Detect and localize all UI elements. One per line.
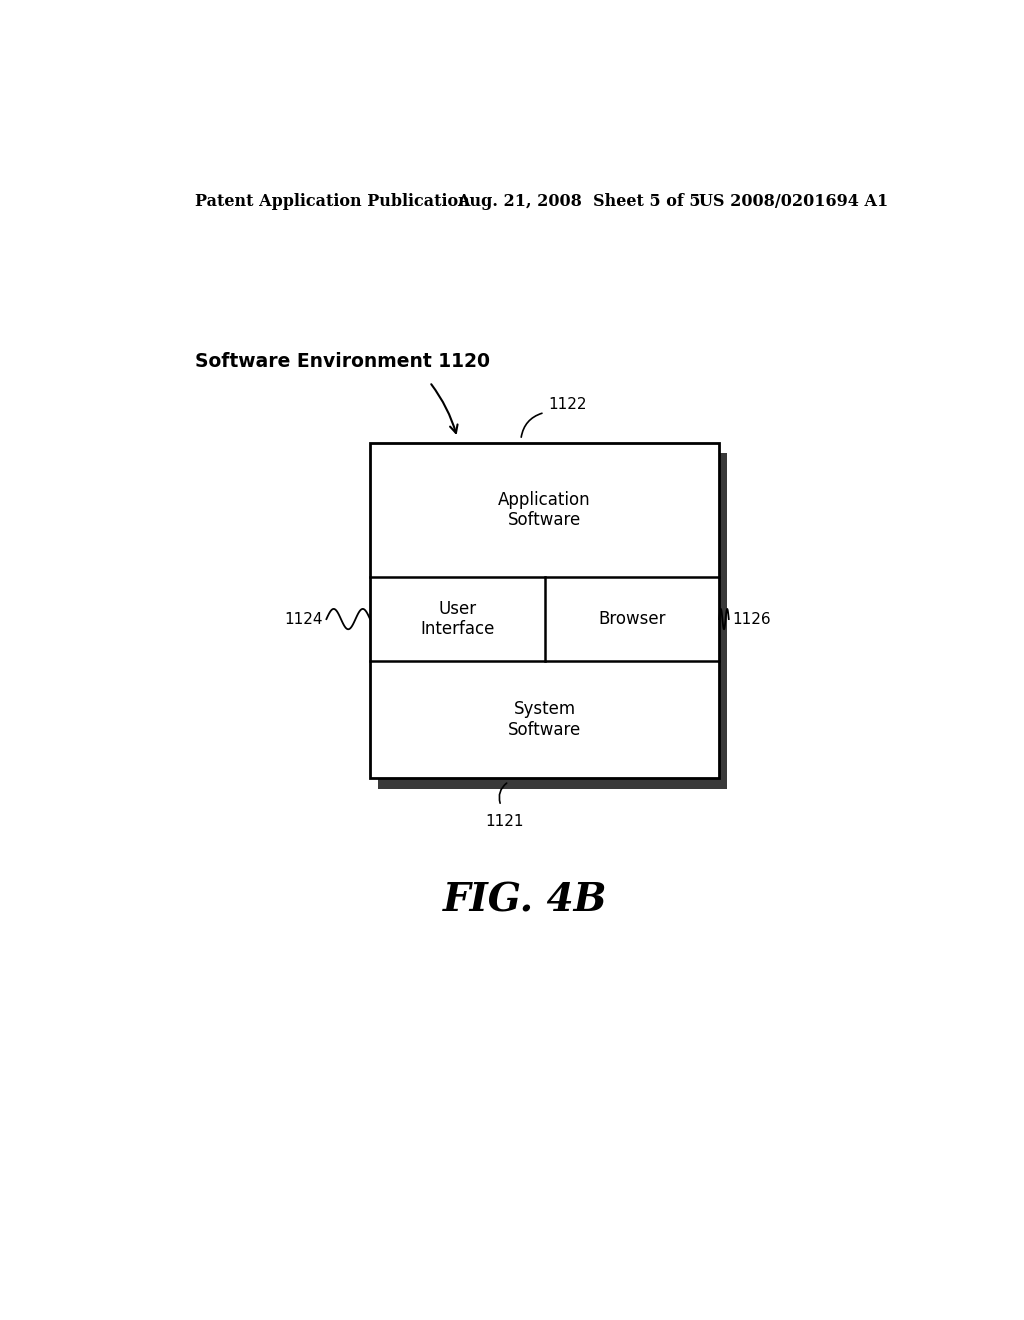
Text: User
Interface: User Interface (420, 599, 495, 639)
Text: US 2008/0201694 A1: US 2008/0201694 A1 (699, 193, 889, 210)
Text: Patent Application Publication: Patent Application Publication (196, 193, 470, 210)
Text: Application
Software: Application Software (499, 491, 591, 529)
Bar (378, 453, 727, 788)
Text: Software Environment 1120: Software Environment 1120 (196, 352, 490, 371)
Text: System
Software: System Software (508, 701, 582, 739)
Text: Browser: Browser (598, 610, 666, 628)
Text: 1122: 1122 (549, 397, 587, 412)
Text: FIG. 4B: FIG. 4B (442, 882, 607, 919)
Text: 1121: 1121 (485, 813, 523, 829)
Bar (370, 444, 719, 779)
Text: 1126: 1126 (733, 611, 771, 627)
Text: Aug. 21, 2008  Sheet 5 of 5: Aug. 21, 2008 Sheet 5 of 5 (458, 193, 700, 210)
Text: 1124: 1124 (284, 611, 323, 627)
